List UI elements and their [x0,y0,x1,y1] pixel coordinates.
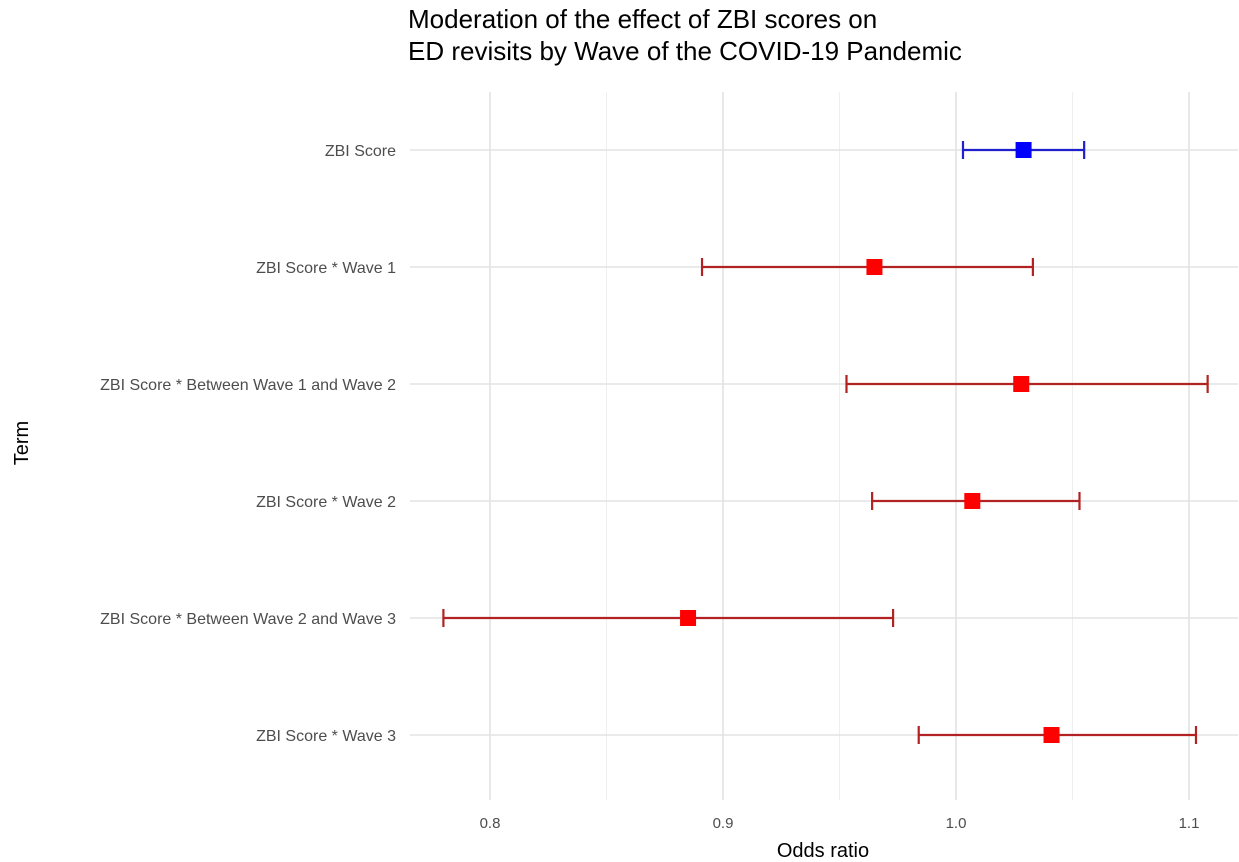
major-gridlines [489,92,1190,800]
x-tick-label-1: 0.9 [713,815,734,832]
chart-title-line-1: Moderation of the effect of ZBI scores o… [408,4,877,34]
term-label-1: ZBI Score * Wave 1 [256,260,396,277]
estimate-point-3 [964,493,981,509]
term-label-3: ZBI Score * Wave 2 [256,494,396,511]
chart-title-line-2: ED revisits by Wave of the COVID-19 Pand… [408,36,962,66]
minor-gridlines [606,92,1073,800]
x-tick-label-0: 0.8 [480,815,501,832]
term-mark-3 [871,492,1081,510]
estimate-point-2 [1013,376,1030,392]
term-mark-5 [917,726,1198,744]
term-mark-4 [442,609,895,627]
term-gridlines [410,149,1238,736]
term-label-0: ZBI Score [325,143,396,160]
term-label-2: ZBI Score * Between Wave 1 and Wave 2 [100,377,396,394]
x-axis-title: Odds ratio [777,840,869,862]
term-mark-0 [961,141,1086,159]
estimate-point-0 [1015,142,1032,158]
term-mark-1 [700,258,1034,276]
x-tick-label-3: 1.1 [1179,815,1200,832]
y-axis-title: Term [11,421,33,465]
estimate-marks [442,141,1209,744]
x-tick-label-2: 1.0 [946,815,967,832]
term-label-4: ZBI Score * Between Wave 2 and Wave 3 [100,611,396,628]
estimate-point-4 [680,610,697,626]
estimate-point-5 [1043,727,1060,743]
term-label-5: ZBI Score * Wave 3 [256,728,396,745]
term-mark-2 [845,375,1209,393]
y-axis-term-labels: ZBI Score ZBI Score * Wave 1 ZBI Score * B… [100,143,396,745]
x-axis-tick-labels: 0.8 0.9 1.0 1.1 [480,815,1200,832]
estimate-point-1 [866,259,883,275]
